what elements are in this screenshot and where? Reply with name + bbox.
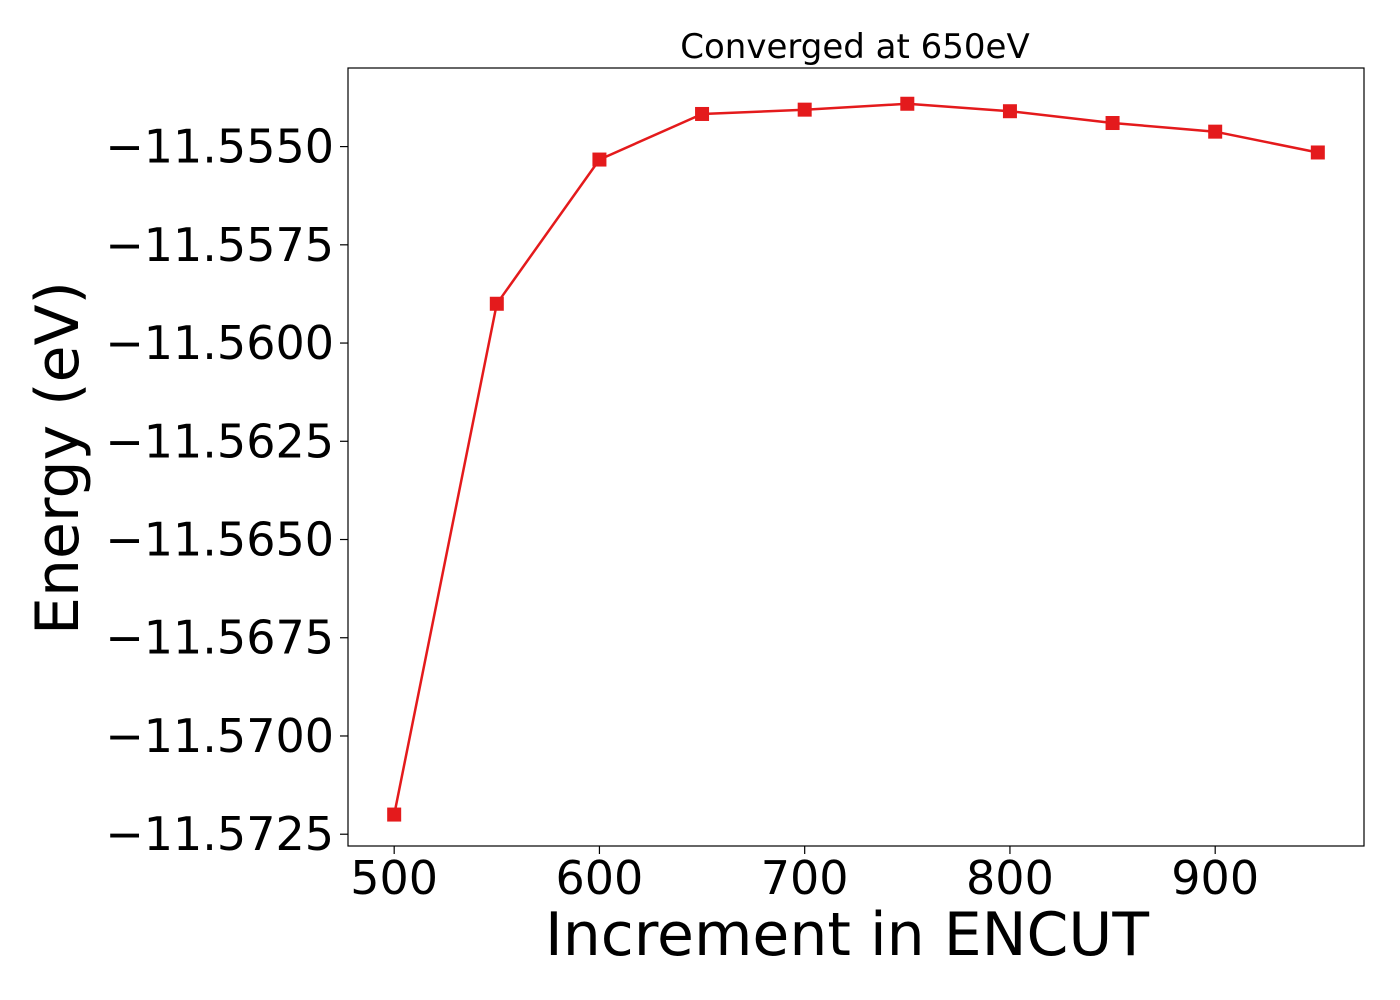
y-axis-label: Energy (eV) (23, 281, 93, 635)
y-axis-ticks: −11.5725 −11.5700 −11.5675 −11.5650 −11.5625… (105, 120, 348, 861)
series-line (392, 102, 1319, 815)
y-tick-label: −11.5650 (105, 513, 334, 567)
x-tick-label: 800 (966, 851, 1054, 905)
x-axis-ticks: 500 600 700 800 900 (350, 846, 1259, 905)
data-point (1310, 145, 1325, 160)
data-point (387, 807, 402, 822)
x-tick-label: 700 (761, 851, 849, 905)
x-tick-label: 600 (556, 851, 644, 905)
data-point (695, 106, 710, 121)
series-markers (387, 96, 1325, 822)
data-point (1208, 124, 1223, 139)
chart-title: Converged at 650eV (680, 27, 1029, 67)
x-axis-label: Increment in ENCUT (545, 900, 1149, 970)
x-tick-label: 500 (350, 851, 438, 905)
data-point (900, 96, 915, 111)
y-tick-label: −11.5675 (105, 611, 334, 665)
y-tick-label: −11.5725 (105, 807, 334, 861)
y-tick-label: −11.5550 (105, 120, 334, 174)
data-point (797, 102, 812, 117)
data-point (592, 152, 607, 167)
data-point (1105, 116, 1120, 131)
plot-area (347, 67, 1365, 847)
y-tick-label: −11.5600 (105, 316, 334, 370)
y-tick-label: −11.5625 (105, 414, 334, 468)
y-tick-label: −11.5700 (105, 709, 334, 763)
data-point (1002, 104, 1017, 119)
y-tick-label: −11.5575 (105, 218, 334, 272)
data-point (489, 296, 504, 311)
x-tick-label: 900 (1171, 851, 1259, 905)
